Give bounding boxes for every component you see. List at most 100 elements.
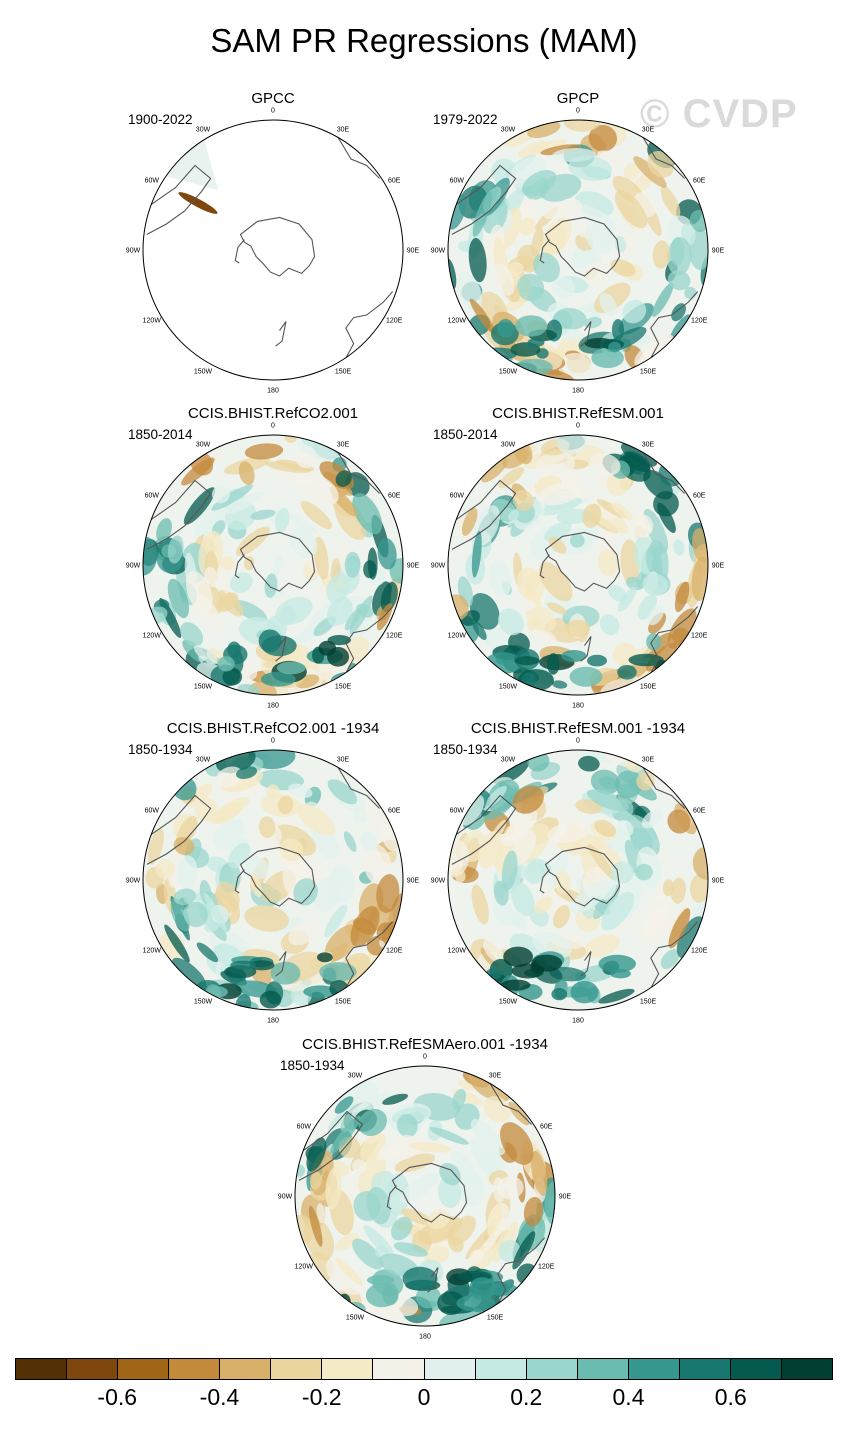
longitude-label: 90W [431, 248, 446, 255]
colorbar-box [169, 1359, 221, 1379]
field-blob [533, 896, 553, 914]
longitude-label: 120E [386, 948, 403, 955]
longitude-label: 60E [388, 178, 401, 185]
peninsula-coastline [234, 239, 245, 264]
field-blob [540, 144, 581, 156]
longitude-label: 30W [501, 441, 516, 448]
field-blob [343, 831, 357, 852]
longitude-label: 60E [693, 493, 706, 500]
field-blob [270, 961, 301, 985]
field-blob [597, 150, 625, 166]
field-blob [625, 576, 644, 591]
south-america-coastline [145, 794, 212, 865]
south-america-coastline [297, 1110, 364, 1181]
longitude-label: 90W [126, 563, 141, 570]
field-blob [313, 536, 329, 580]
longitude-label: 30W [196, 126, 211, 133]
field-blob [213, 801, 243, 825]
field-blob [500, 1122, 534, 1165]
field-blob [456, 270, 483, 311]
field-blob [279, 838, 304, 862]
field-blob [488, 560, 512, 598]
field-blob [394, 1153, 436, 1173]
field-blob [468, 237, 487, 283]
precip-field [143, 120, 403, 380]
colorbar-box [220, 1359, 272, 1379]
panel-title: GPCP [556, 90, 600, 107]
field-blob [335, 1233, 360, 1251]
field-blob [288, 921, 319, 946]
map-panel: CCIS.BHIST.RefCO2.001 -1934 1850-1934 0 30E… [108, 720, 438, 1025]
longitude-label: 150W [499, 999, 518, 1006]
longitude-label: 90W [126, 878, 141, 885]
longitude-label: 30E [642, 126, 655, 133]
field-blob [249, 960, 275, 971]
field-blob [156, 518, 173, 543]
field-blob [288, 527, 318, 559]
field-blob [551, 276, 575, 299]
longitude-label: 60W [297, 1124, 312, 1131]
field-blob [352, 1238, 383, 1270]
field-blob [236, 766, 258, 779]
field-blob [497, 319, 515, 338]
panel-title: CCIS.BHIST.RefCO2.001 -1934 [166, 720, 380, 737]
longitude-label: 60W [450, 493, 465, 500]
australia-coastline [344, 606, 394, 676]
field-blob [598, 954, 636, 973]
field-blob [429, 1127, 469, 1145]
field-blob [547, 821, 592, 844]
field-blob [230, 960, 256, 970]
field-blob [396, 1113, 418, 1138]
field-blob [532, 628, 557, 645]
longitude-label: 180 [267, 1018, 279, 1025]
field-blob [569, 533, 585, 548]
field-blob [469, 1277, 496, 1300]
field-blob [312, 877, 341, 912]
field-blob [266, 784, 280, 799]
field-blob [628, 503, 653, 533]
field-blob [363, 844, 392, 885]
south-america-coastline [450, 164, 517, 235]
field-blob [640, 916, 659, 941]
field-blob [173, 836, 195, 856]
field-blob [610, 259, 636, 277]
field-blob [176, 855, 198, 889]
field-blob [547, 653, 560, 675]
land-anomaly [178, 192, 218, 214]
longitude-label: 150W [194, 999, 213, 1006]
field-blob [653, 491, 679, 517]
africa-coastline [483, 1072, 532, 1125]
field-blob [471, 530, 482, 578]
panel-title: GPCC [251, 90, 295, 107]
longitude-label: 150W [499, 684, 518, 691]
field-blob [301, 437, 335, 454]
field-blob [508, 1101, 530, 1126]
field-blob [570, 880, 611, 914]
field-blob [353, 1191, 381, 1222]
field-blob [556, 435, 586, 455]
field-blob [493, 898, 515, 927]
field-blob [173, 888, 197, 906]
longitude-label: 90E [407, 563, 420, 570]
field-blob [303, 985, 338, 998]
field-blob [164, 924, 190, 963]
field-blob [544, 521, 572, 542]
field-blob [276, 661, 306, 675]
longitude-label: 150E [487, 1315, 504, 1322]
field-blob [312, 827, 340, 860]
field-blob [260, 671, 296, 687]
colorbar-tick-label: 0.4 [612, 1384, 645, 1410]
field-blob [514, 656, 540, 666]
longitude-label: 60E [693, 178, 706, 185]
field-blob [455, 870, 466, 883]
field-blob [554, 870, 571, 894]
longitude-label: 60E [388, 808, 401, 815]
field-blob [487, 1204, 503, 1237]
field-blob [238, 461, 255, 486]
field-blob [258, 816, 276, 839]
longitude-label: 60E [540, 1124, 553, 1131]
longitude-label: 120W [448, 318, 467, 325]
field-blob [511, 882, 535, 917]
field-blob [325, 1257, 363, 1295]
field-blob [558, 352, 592, 380]
